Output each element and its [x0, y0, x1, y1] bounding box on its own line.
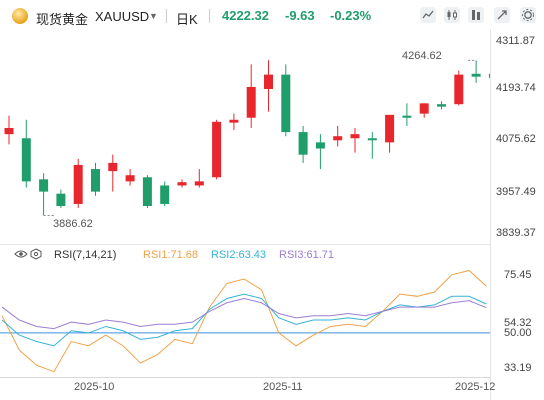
rsi-controls [14, 248, 48, 260]
candle-body[interactable] [142, 177, 152, 207]
rsi1-value: RSI1:71.68 [143, 249, 199, 261]
rsi-chart[interactable] [0, 246, 490, 377]
price-change: -9.63 [285, 8, 315, 23]
candle-body[interactable] [73, 164, 83, 204]
candle-body[interactable] [385, 114, 395, 143]
price-change-percent: -0.23% [330, 8, 372, 23]
candle-body[interactable] [194, 181, 204, 186]
candle-body[interactable] [402, 115, 412, 118]
candle-body[interactable] [91, 169, 100, 192]
price-tick: 3839.37 [496, 227, 536, 239]
rsi-tick: 54.32 [504, 317, 532, 329]
rsi2-value: RSI2:63.43 [211, 249, 267, 261]
candle-body[interactable] [125, 175, 135, 182]
candle-body[interactable] [4, 127, 14, 135]
candle-body[interactable] [437, 104, 446, 107]
candle-body[interactable] [281, 74, 291, 133]
candle-body[interactable] [333, 136, 343, 141]
candle-body[interactable] [488, 73, 490, 78]
price-tick: 4193.74 [496, 82, 536, 94]
period-selector[interactable]: 日K [176, 12, 198, 27]
candle-style-icon[interactable] [443, 6, 461, 24]
price-tick: 4311.87 [496, 35, 535, 47]
candle-body[interactable] [298, 132, 308, 155]
rsi-tick: 33.19 [504, 362, 532, 374]
last-price: 4222.32 [222, 8, 269, 23]
rsi-series-line [1, 293, 487, 347]
gold-logo-icon [12, 8, 28, 24]
settings-icon[interactable] [519, 6, 537, 24]
low-price-label: 3886.62 [53, 218, 93, 230]
candlestick-chart[interactable] [0, 30, 490, 244]
candle-body[interactable] [454, 74, 464, 105]
candle-body[interactable] [315, 142, 325, 149]
date-tick: 2025-12 [455, 381, 496, 393]
instrument-name: 现货黄金 [36, 12, 89, 27]
candle-body[interactable] [39, 179, 49, 192]
candle-body[interactable] [367, 138, 377, 141]
bar-style-icon[interactable] [467, 6, 485, 24]
rsi-series-line [1, 297, 487, 330]
visibility-icon[interactable] [14, 250, 28, 258]
candle-body[interactable] [264, 74, 273, 89]
line-chart-icon[interactable] [419, 6, 437, 24]
candle-body[interactable] [350, 134, 360, 139]
chevron-down-icon[interactable]: ▼ [149, 11, 158, 21]
header-divider [166, 9, 167, 23]
date-tick: 2025-10 [74, 381, 115, 393]
time-axis-border [0, 377, 490, 378]
candle-body[interactable] [212, 121, 222, 178]
instrument-symbol[interactable]: XAUUSD [95, 9, 150, 24]
candle-body[interactable] [160, 185, 170, 204]
rsi-tick: 50.00 [504, 327, 532, 339]
rsi-series-line [1, 269, 487, 373]
candle-body[interactable] [177, 182, 187, 186]
chart-header: 现货黄金 XAUUSD ▼ 日K 4222.32 -9.63 -0.23% [0, 0, 544, 32]
candle-body[interactable] [108, 162, 118, 172]
rsi3-value: RSI3:61.71 [279, 249, 335, 261]
compare-icon[interactable] [493, 6, 511, 24]
candle-body[interactable] [419, 103, 429, 114]
candle-body[interactable] [21, 138, 31, 182]
settings-icon[interactable] [30, 248, 42, 260]
rsi-tick: 75.45 [504, 269, 532, 281]
price-axis-border [490, 30, 491, 400]
pane-divider [0, 244, 490, 245]
candle-body[interactable] [246, 86, 256, 118]
candle-body[interactable] [229, 119, 239, 123]
high-price-label: 4264.62 [402, 50, 442, 62]
rsi-title: RSI(7,14,21) [54, 249, 117, 261]
header-divider [209, 9, 210, 23]
candle-body[interactable] [471, 73, 481, 77]
candle-body[interactable] [56, 193, 66, 207]
price-tick: 3957.49 [496, 186, 536, 198]
price-tick: 4075.62 [496, 133, 536, 145]
date-tick: 2025-11 [263, 381, 303, 393]
